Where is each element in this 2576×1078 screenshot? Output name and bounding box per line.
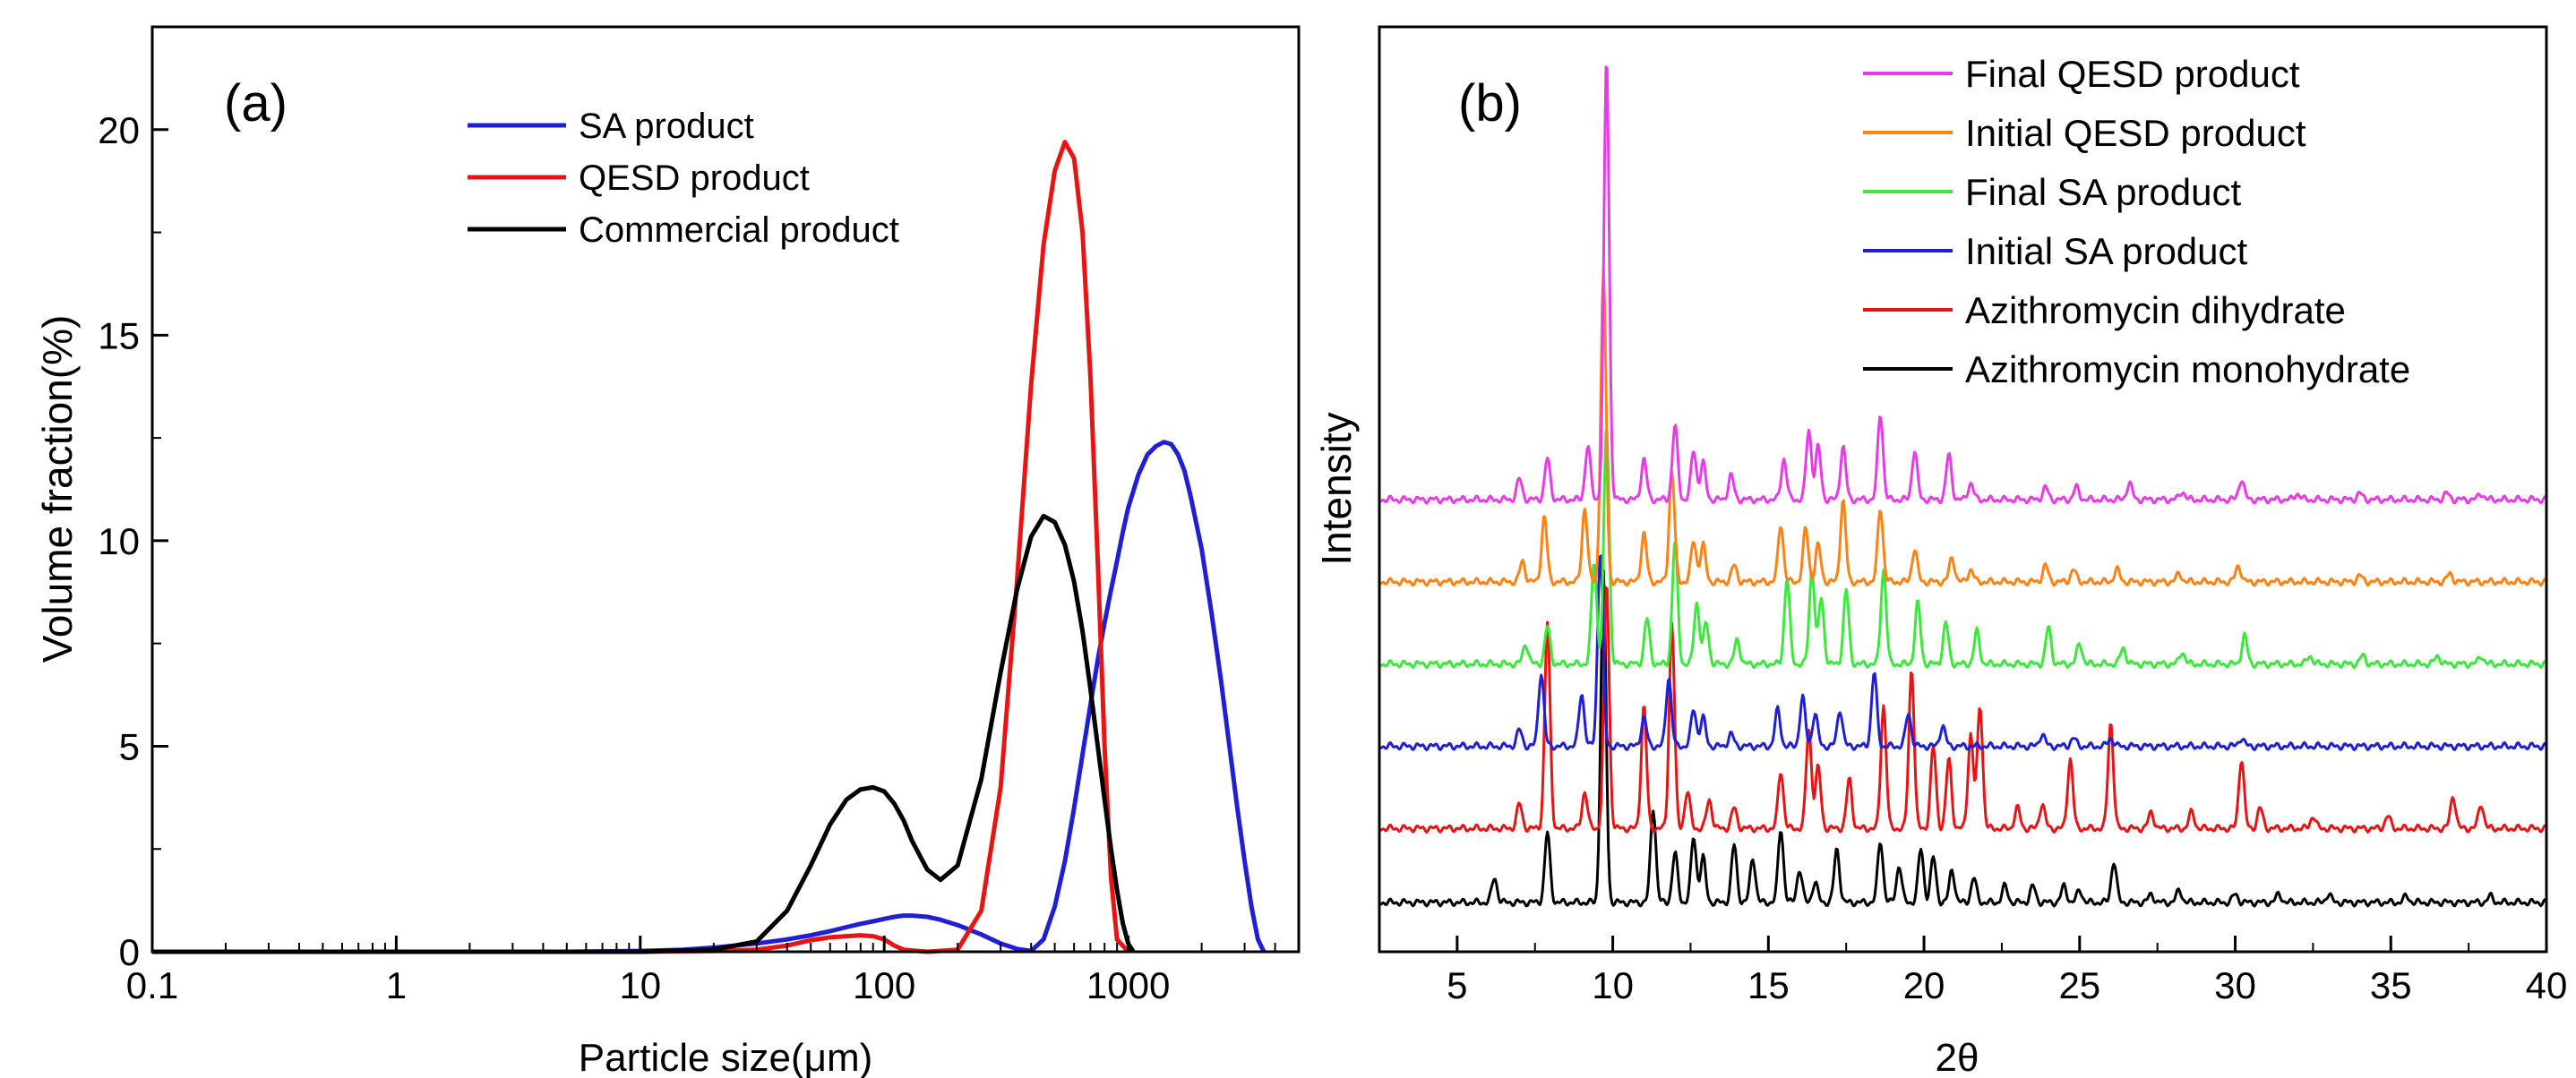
legend-label-commercial-product: Commercial product	[579, 210, 899, 250]
legend-label-azithromycin-dihydrate: Azithromycin dihydrate	[1965, 289, 2346, 331]
panel-a-particle-size-chart: 0.1 1 10 100 1000 0 5 10 15 20 (a) Particle size…	[34, 25, 1301, 1078]
x-tick-label: 5	[1447, 964, 1467, 1006]
series-line-final-qesd-product	[1378, 65, 2546, 505]
x-tick-label: 1	[386, 964, 407, 1006]
x-tick-label: 15	[1747, 964, 1790, 1006]
series-line-commercial-product	[152, 513, 1136, 954]
x-tick-label: 10	[619, 964, 661, 1006]
legend-label-initial-sa-product: Initial SA product	[1965, 230, 2248, 272]
legend-label-initial-qesd-product: Initial QESD product	[1965, 112, 2306, 154]
series-line-azithromycin-dihydrate	[1378, 586, 2546, 834]
legend-label-final-qesd-product: Final QESD product	[1965, 53, 2300, 95]
x-tick-label: 25	[2058, 964, 2100, 1006]
panel-a-plot-frame	[150, 25, 1301, 954]
x-tick-label: 10	[1592, 964, 1634, 1006]
y-tick-label: 0	[119, 931, 140, 973]
y-tick-label: 15	[98, 314, 140, 356]
panel-b-x-axis-label: 2θ	[1936, 1036, 1979, 1078]
panel-b-y-axis-label: Intensity	[1313, 412, 1360, 565]
series-line-qesd-product	[152, 140, 1130, 954]
panel-b-label: (b)	[1458, 74, 1522, 133]
series-line-azithromycin-monohydrate	[1378, 569, 2546, 908]
series-line-final-sa-product	[1378, 430, 2546, 670]
y-tick-label: 20	[98, 109, 140, 151]
panel-a-label: (a)	[224, 74, 288, 133]
x-tick-label: 1000	[1086, 964, 1170, 1006]
x-tick-label: 100	[853, 964, 915, 1006]
panel-a-legend: SA product QESD product Commercial product	[468, 107, 899, 250]
panel-b-xrd-chart: 5 10 15 20 25 30 35 40 (b) 2θ Intensity Final Q…	[1313, 25, 2567, 1078]
x-tick-label: 20	[1903, 964, 1945, 1006]
x-tick-label: 0.1	[126, 964, 178, 1006]
x-tick-label: 40	[2526, 964, 2568, 1006]
panel-b-legend: Final QESD product Initial QESD product Fi…	[1863, 53, 2410, 390]
y-tick-label: 5	[119, 725, 140, 767]
panel-b-x-axis-ticks: 5 10 15 20 25 30 35 40	[1447, 936, 2567, 1006]
panel-a-y-axis-ticks: 0 5 10 15 20	[98, 109, 168, 973]
series-line-sa-product	[152, 440, 1267, 954]
legend-label-qesd-product: QESD product	[579, 158, 810, 198]
panel-b-series-group	[1378, 65, 2546, 908]
x-tick-label: 35	[2370, 964, 2412, 1006]
x-tick-label: 30	[2214, 964, 2256, 1006]
series-line-initial-sa-product	[1378, 554, 2546, 752]
panel-a-series-group	[152, 140, 1267, 954]
panel-a-y-axis-label: Volume fraction(%)	[34, 315, 81, 663]
legend-label-azithromycin-monohydrate: Azithromycin monohydrate	[1965, 348, 2410, 390]
legend-label-sa-product: SA product	[579, 107, 754, 146]
panel-a-x-axis-label: Particle size(μm)	[579, 1036, 873, 1078]
y-tick-label: 10	[98, 520, 140, 562]
series-line-initial-qesd-product	[1378, 269, 2546, 587]
panel-a-x-axis-ticks: 0.1 1 10 100 1000	[126, 936, 1300, 1006]
panel-b-plot-frame	[1378, 25, 2548, 954]
legend-label-final-sa-product: Final SA product	[1965, 171, 2242, 213]
